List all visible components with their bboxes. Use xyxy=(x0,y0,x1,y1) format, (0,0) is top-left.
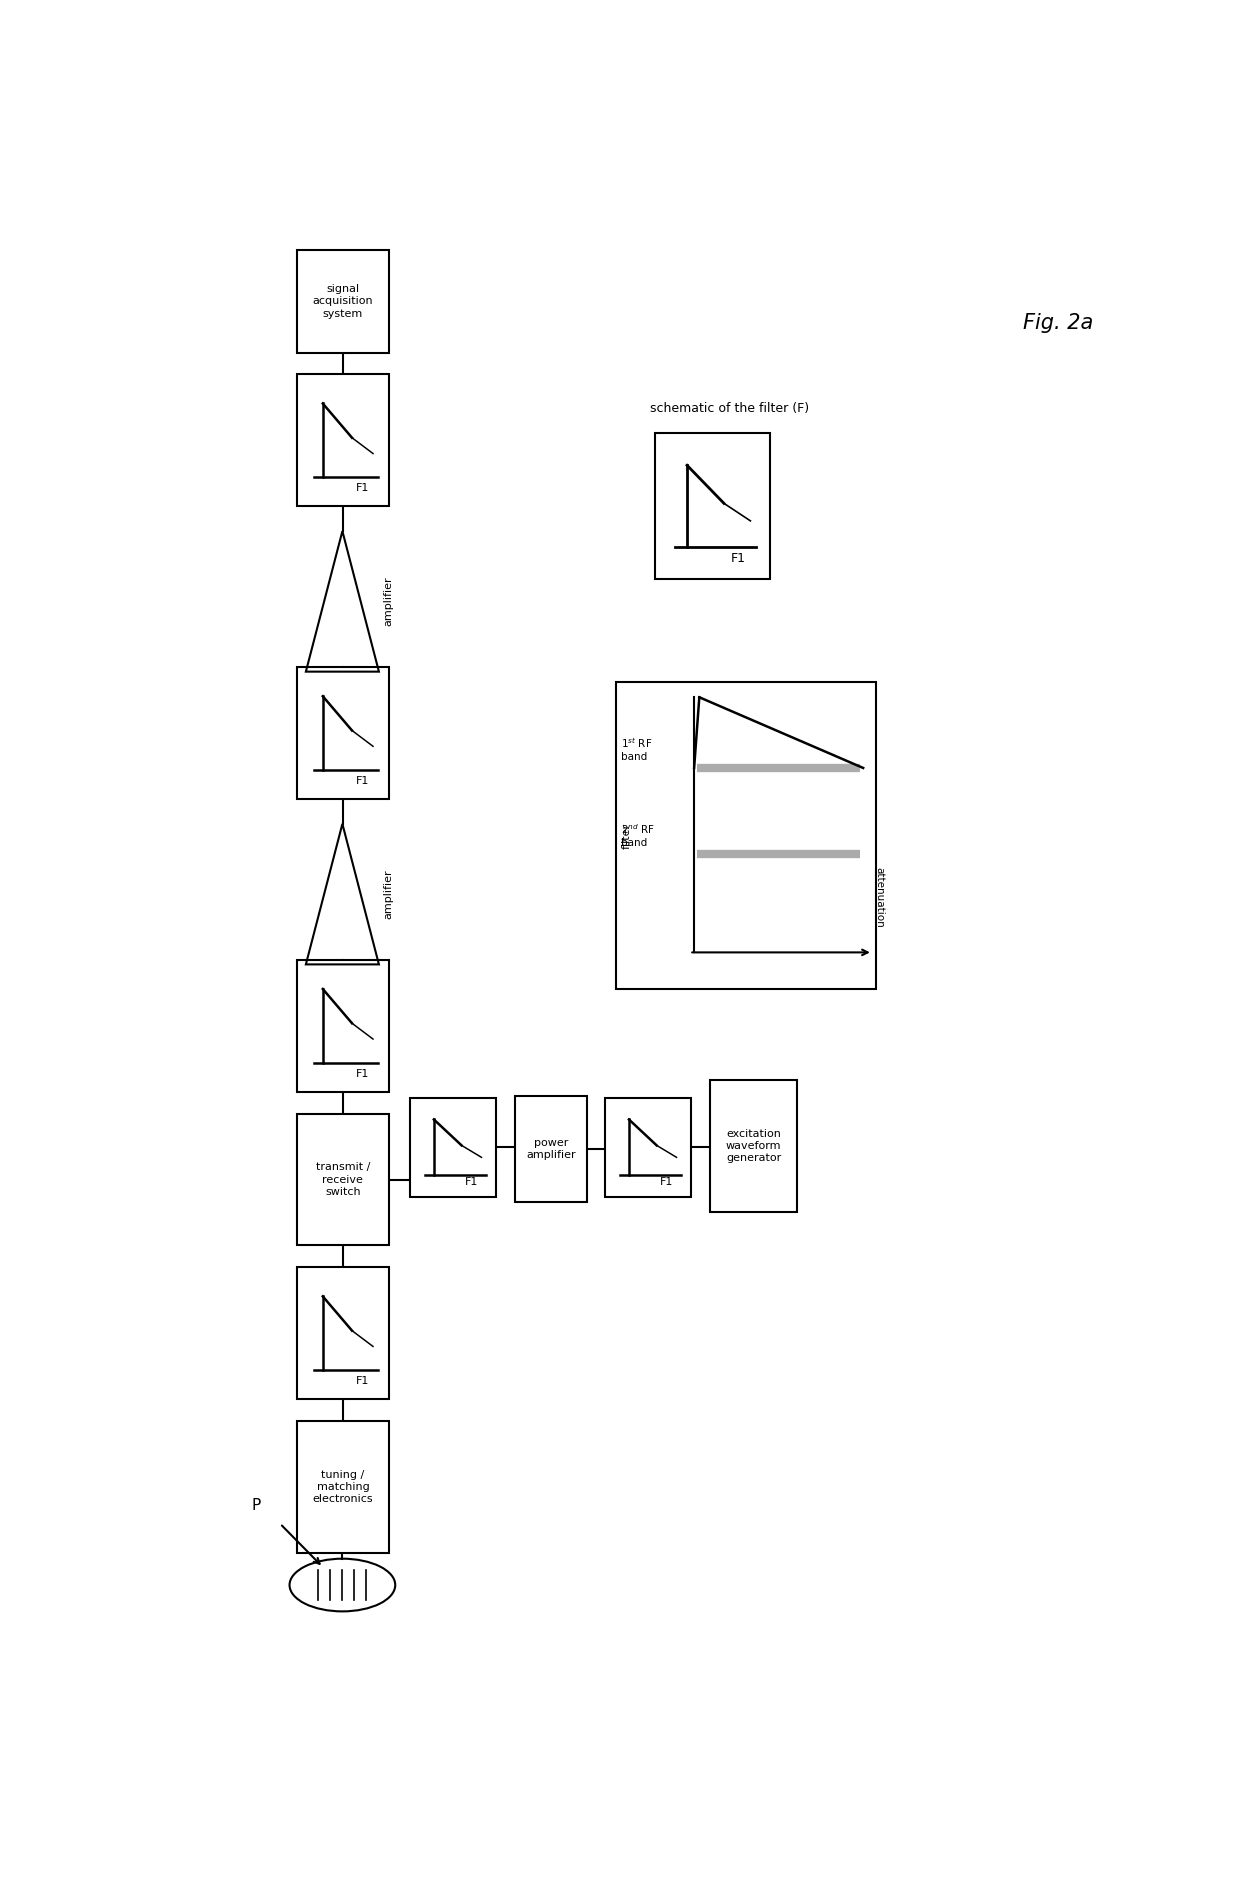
Text: amplifier: amplifier xyxy=(383,576,394,625)
Bar xyxy=(298,1114,388,1245)
Text: schematic of the filter (F): schematic of the filter (F) xyxy=(650,403,808,416)
Text: Fig. 2a: Fig. 2a xyxy=(1023,314,1094,333)
Text: F1: F1 xyxy=(661,1177,673,1188)
Text: P: P xyxy=(252,1498,260,1513)
Bar xyxy=(298,667,388,798)
Text: signal
acquisition
system: signal acquisition system xyxy=(312,283,373,319)
Text: F1: F1 xyxy=(356,1376,370,1386)
Text: F1: F1 xyxy=(356,776,370,785)
Text: F1: F1 xyxy=(356,1068,370,1078)
Bar xyxy=(605,1097,691,1198)
Text: power
amplifier: power amplifier xyxy=(527,1137,577,1160)
Bar xyxy=(655,433,770,580)
Bar xyxy=(298,960,388,1091)
Bar xyxy=(711,1080,797,1211)
Text: $2^{nd}$ RF
band: $2^{nd}$ RF band xyxy=(621,823,656,848)
Bar xyxy=(298,251,388,352)
Bar xyxy=(616,682,875,989)
Text: transmit /
receive
switch: transmit / receive switch xyxy=(316,1162,370,1198)
Bar xyxy=(516,1097,588,1201)
Text: F1: F1 xyxy=(465,1177,479,1188)
Text: F1: F1 xyxy=(356,483,370,492)
Text: F1: F1 xyxy=(730,551,745,565)
Bar xyxy=(298,1422,388,1553)
Text: attenuation: attenuation xyxy=(874,867,884,928)
Bar xyxy=(409,1097,496,1198)
Text: amplifier: amplifier xyxy=(383,869,394,918)
Bar xyxy=(298,1268,388,1399)
Text: $1^{st}$ RF
band: $1^{st}$ RF band xyxy=(621,736,653,762)
Text: excitation
waveform
generator: excitation waveform generator xyxy=(725,1129,781,1163)
Text: filter: filter xyxy=(621,823,631,848)
Bar xyxy=(298,374,388,506)
Text: tuning /
matching
electronics: tuning / matching electronics xyxy=(312,1469,373,1504)
